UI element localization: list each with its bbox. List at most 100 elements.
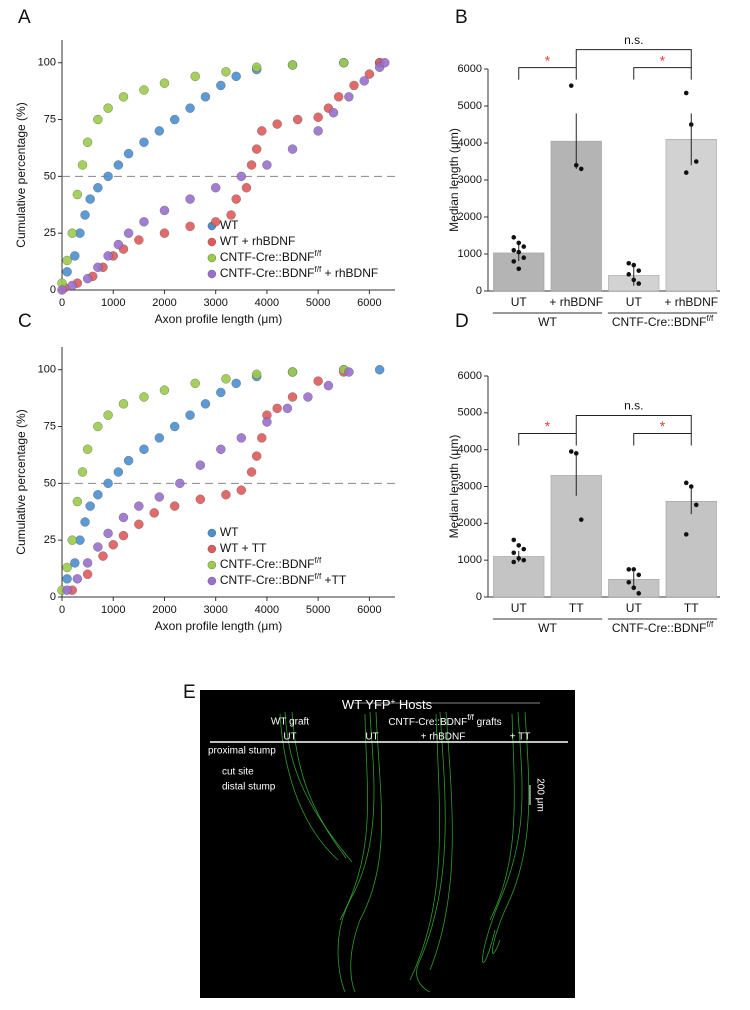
y-tick-label: 50 [44, 477, 56, 489]
legend-label: CNTF-Cre::BDNFf/f +TT [220, 572, 347, 588]
data-point [82, 558, 93, 568]
data-point [72, 189, 83, 200]
data-point [231, 378, 241, 389]
data-point [272, 119, 282, 129]
data-point [210, 217, 221, 227]
data-point [103, 171, 113, 182]
data-point [251, 369, 262, 379]
data-point [93, 114, 103, 125]
replicate-dot [516, 543, 522, 548]
column-label: + TT [510, 732, 531, 743]
data-point [93, 490, 103, 500]
x-tick-label: 4000 [255, 297, 279, 309]
ns-bracket [575, 415, 692, 434]
data-point [200, 92, 211, 102]
significance-bracket [518, 67, 577, 80]
data-point [221, 67, 231, 77]
data-point [200, 399, 211, 409]
micrograph-title: WT YFP+ Hosts [342, 697, 433, 713]
region-label: distal stump [222, 782, 276, 793]
significance-mark: * [545, 52, 551, 68]
data-point [159, 78, 170, 88]
y-axis-label: Cumulative percentage (%) [14, 102, 28, 247]
legend-label-sup: f/f [315, 572, 322, 581]
legend-label-main: WT [220, 218, 239, 232]
ns-bracket [575, 49, 692, 68]
replicate-dot [631, 262, 637, 268]
data-point [195, 460, 206, 470]
data-point [185, 103, 195, 113]
data-point [123, 455, 134, 466]
data-point [313, 112, 323, 122]
data-point [257, 126, 267, 136]
data-point [103, 103, 113, 113]
replicate-dot [578, 166, 584, 172]
data-point [210, 183, 221, 193]
x-tick-label: + rhBDNF [664, 295, 718, 309]
data-point [154, 492, 165, 502]
legend-label-main: WT [220, 525, 239, 539]
data-point [303, 392, 313, 402]
data-point [216, 387, 226, 398]
legend-marker [207, 253, 217, 263]
significance-bracket [633, 67, 692, 80]
column-label: + rhBDNF [421, 732, 466, 743]
data-point [123, 228, 134, 238]
y-tick-label: 4000 [458, 137, 482, 149]
y-tick-label: 1000 [458, 554, 482, 566]
replicate-dot [516, 556, 522, 561]
data-point [231, 71, 241, 82]
data-point [67, 280, 77, 291]
x-tick-label: 5000 [306, 297, 330, 309]
group-label: WT [538, 621, 557, 635]
data-point [185, 221, 195, 232]
data-point [67, 228, 77, 238]
data-point [139, 444, 149, 454]
data-point [236, 433, 247, 443]
legend-label-main: WT + TT [220, 541, 267, 555]
group-label-main: WT [538, 315, 557, 329]
legend-label-sup: f/f [315, 556, 322, 565]
y-tick-label: 100 [38, 364, 56, 376]
replicate-dot [683, 480, 689, 486]
data-point [85, 194, 95, 204]
data-point [123, 148, 134, 159]
data-point [82, 137, 93, 147]
data-point [72, 496, 83, 507]
data-point [339, 58, 349, 68]
data-point [313, 126, 323, 136]
group-label-sup: f/f [707, 620, 714, 629]
data-point [262, 160, 272, 170]
y-tick-label: 75 [44, 113, 56, 125]
replicate-dot [631, 277, 637, 283]
y-tick-label: 2000 [458, 517, 482, 529]
x-tick-label: 6000 [357, 297, 381, 309]
data-point [344, 92, 354, 102]
data-point [344, 367, 354, 377]
replicate-dot [636, 591, 642, 596]
panel-letter: B [455, 7, 468, 28]
data-point [272, 403, 282, 414]
data-point [380, 58, 390, 68]
data-point [154, 433, 165, 443]
x-tick-label: TT [569, 601, 584, 615]
legend-label: CNTF-Cre::BDNFf/f [220, 249, 322, 265]
y-axis-label: Median length (μm) [447, 435, 461, 539]
x-axis-label: Axon profile length (μm) [155, 619, 283, 633]
replicate-dot [568, 449, 574, 454]
replicate-dot [511, 248, 517, 253]
replicate-dot [683, 90, 689, 96]
significance-mark: * [660, 52, 666, 68]
data-point [231, 194, 241, 204]
data-point [67, 535, 77, 545]
data-point [159, 385, 170, 395]
scale-bar-label: 200 μm [534, 778, 545, 812]
data-point [85, 501, 95, 511]
data-point [149, 508, 159, 518]
data-point [236, 171, 247, 182]
data-point [328, 108, 339, 118]
data-point [57, 285, 67, 295]
data-point [221, 374, 231, 384]
data-point [236, 485, 247, 495]
y-tick-label: 100 [38, 57, 56, 69]
